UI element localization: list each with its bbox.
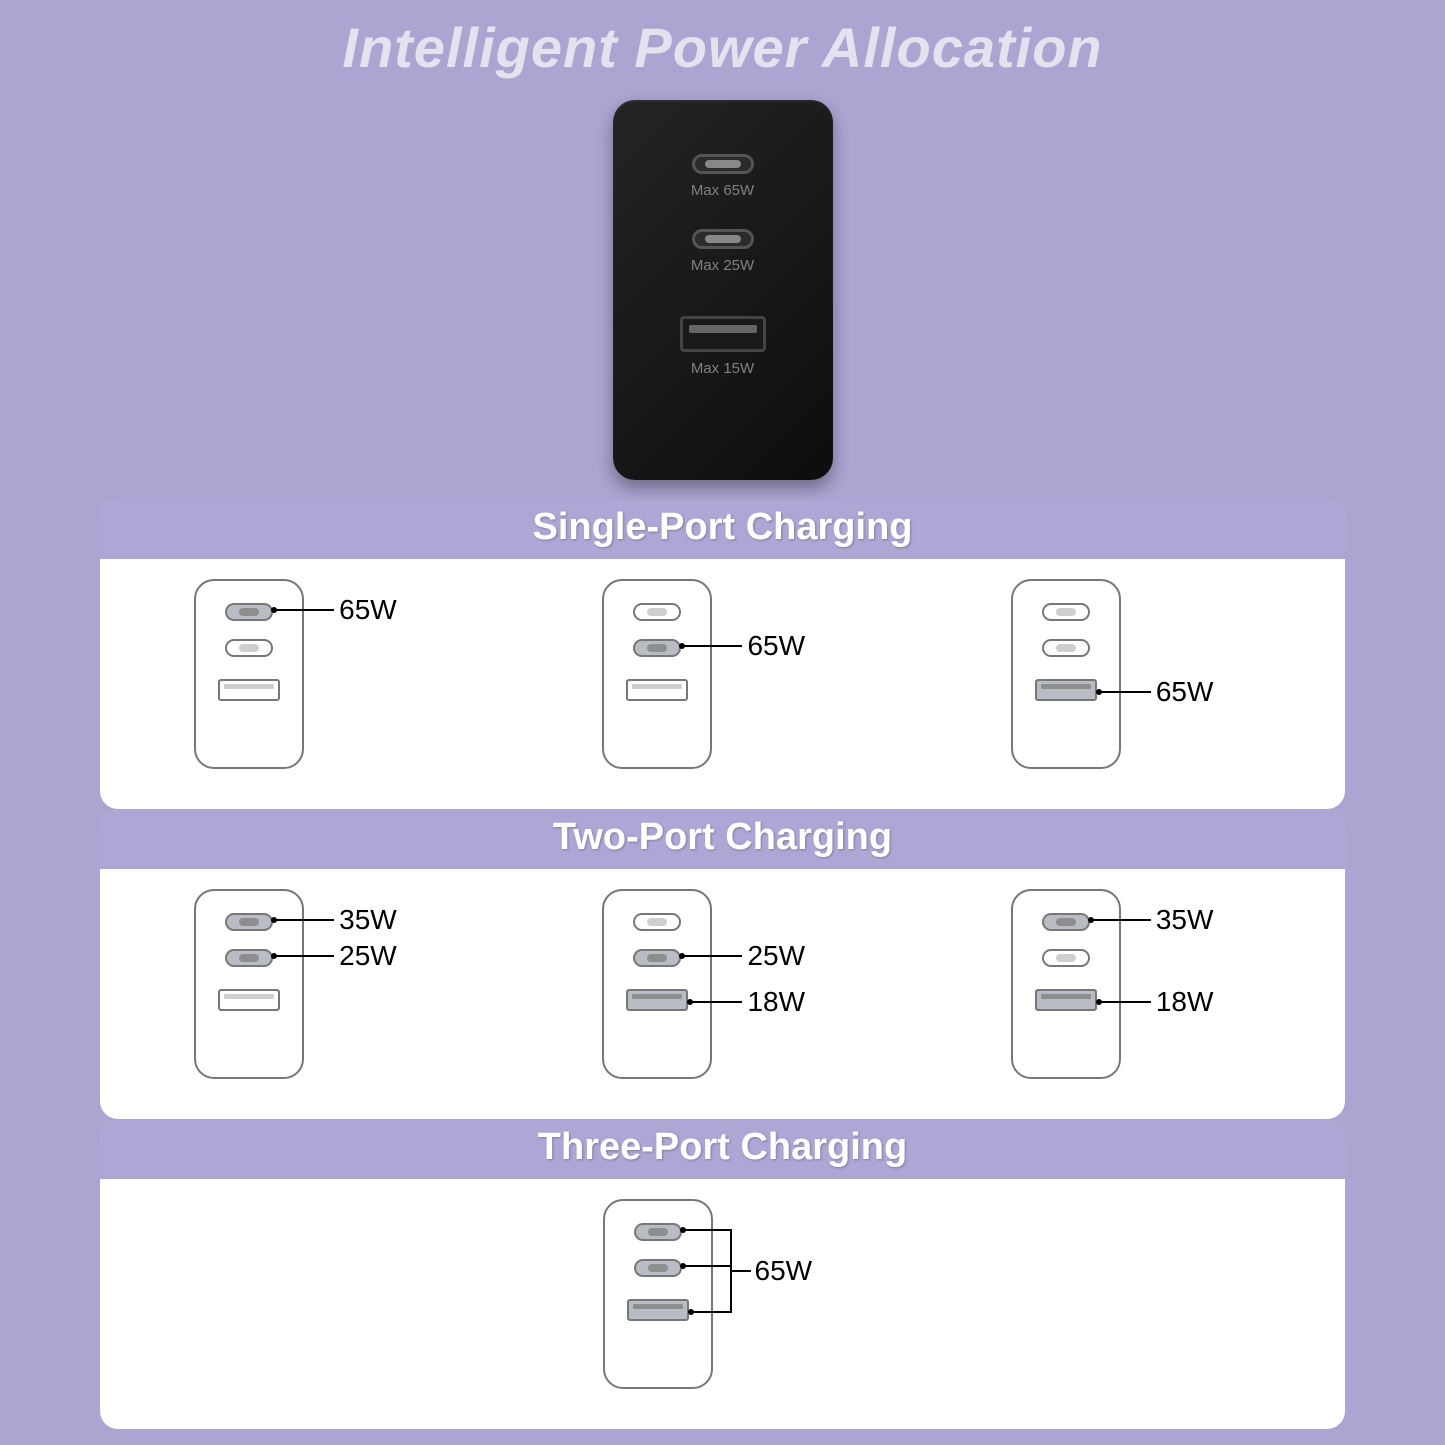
charger-icon <box>602 889 712 1079</box>
section-title: Two-Port Charging <box>100 810 1345 869</box>
usb-c-port-icon <box>225 949 273 967</box>
diagram: 65W <box>134 579 494 779</box>
section-title: Single-Port Charging <box>100 500 1345 559</box>
wattage-label: 35W <box>1156 904 1214 936</box>
port-label: Max 15W <box>691 360 754 377</box>
usb-c-port-icon <box>634 1223 682 1241</box>
diagram: 25W 18W <box>542 889 902 1089</box>
wattage-label: 25W <box>747 940 805 972</box>
usb-c-port-icon <box>225 603 273 621</box>
usb-c-port-icon <box>692 229 754 249</box>
usb-a-port-icon <box>626 989 688 1011</box>
usb-c-port-icon <box>1042 913 1090 931</box>
diagram: 35W 25W <box>134 889 494 1089</box>
usb-c-port-icon <box>1042 603 1090 621</box>
wattage-label: 18W <box>747 986 805 1018</box>
usb-a-port-icon <box>627 1299 689 1321</box>
diagram: 65W <box>543 1199 903 1399</box>
usb-c-port-icon <box>225 913 273 931</box>
section-three-port: Three-Port Charging 65W <box>100 1120 1345 1429</box>
usb-a-port-icon <box>218 989 280 1011</box>
section-title: Three-Port Charging <box>100 1120 1345 1179</box>
charger-icon <box>1011 889 1121 1079</box>
usb-a-port-icon <box>626 679 688 701</box>
diagram: 65W <box>542 579 902 779</box>
wattage-label: 65W <box>339 594 397 626</box>
wattage-label: 65W <box>755 1255 813 1287</box>
wattage-label: 65W <box>1156 676 1214 708</box>
wattage-label: 65W <box>747 630 805 662</box>
usb-c-port-icon <box>633 949 681 967</box>
wattage-label: 35W <box>339 904 397 936</box>
charger-icon <box>602 579 712 769</box>
charger-icon <box>194 579 304 769</box>
page-title: Intelligent Power Allocation <box>0 15 1445 80</box>
diagram-row: 65W <box>100 1179 1345 1409</box>
diagram: 35W 18W <box>951 889 1311 1089</box>
section-two-port: Two-Port Charging 35W 25W <box>100 810 1345 1119</box>
usb-c-port-icon <box>633 603 681 621</box>
charger-icon <box>1011 579 1121 769</box>
charger-icon <box>603 1199 713 1389</box>
diagram: 65W <box>951 579 1311 779</box>
usb-c-port-icon <box>633 639 681 657</box>
wattage-label: 18W <box>1156 986 1214 1018</box>
usb-c-port-icon <box>634 1259 682 1277</box>
usb-c-port-icon <box>692 154 754 174</box>
diagram-row: 65W 65W 65W <box>100 559 1345 789</box>
usb-c-port-icon <box>1042 949 1090 967</box>
usb-c-port-icon <box>225 639 273 657</box>
port-label: Max 25W <box>691 257 754 274</box>
hero-charger: Max 65W Max 25W Max 15W <box>613 100 833 480</box>
section-single-port: Single-Port Charging 65W <box>100 500 1345 809</box>
usb-a-port-icon <box>218 679 280 701</box>
usb-a-port-icon <box>1035 989 1097 1011</box>
usb-a-port-icon <box>1035 679 1097 701</box>
usb-c-port-icon <box>633 913 681 931</box>
usb-a-port-icon <box>680 316 766 352</box>
diagram-row: 35W 25W 25W 18W <box>100 869 1345 1099</box>
usb-c-port-icon <box>1042 639 1090 657</box>
charger-icon <box>194 889 304 1079</box>
wattage-label: 25W <box>339 940 397 972</box>
port-label: Max 65W <box>691 182 754 199</box>
